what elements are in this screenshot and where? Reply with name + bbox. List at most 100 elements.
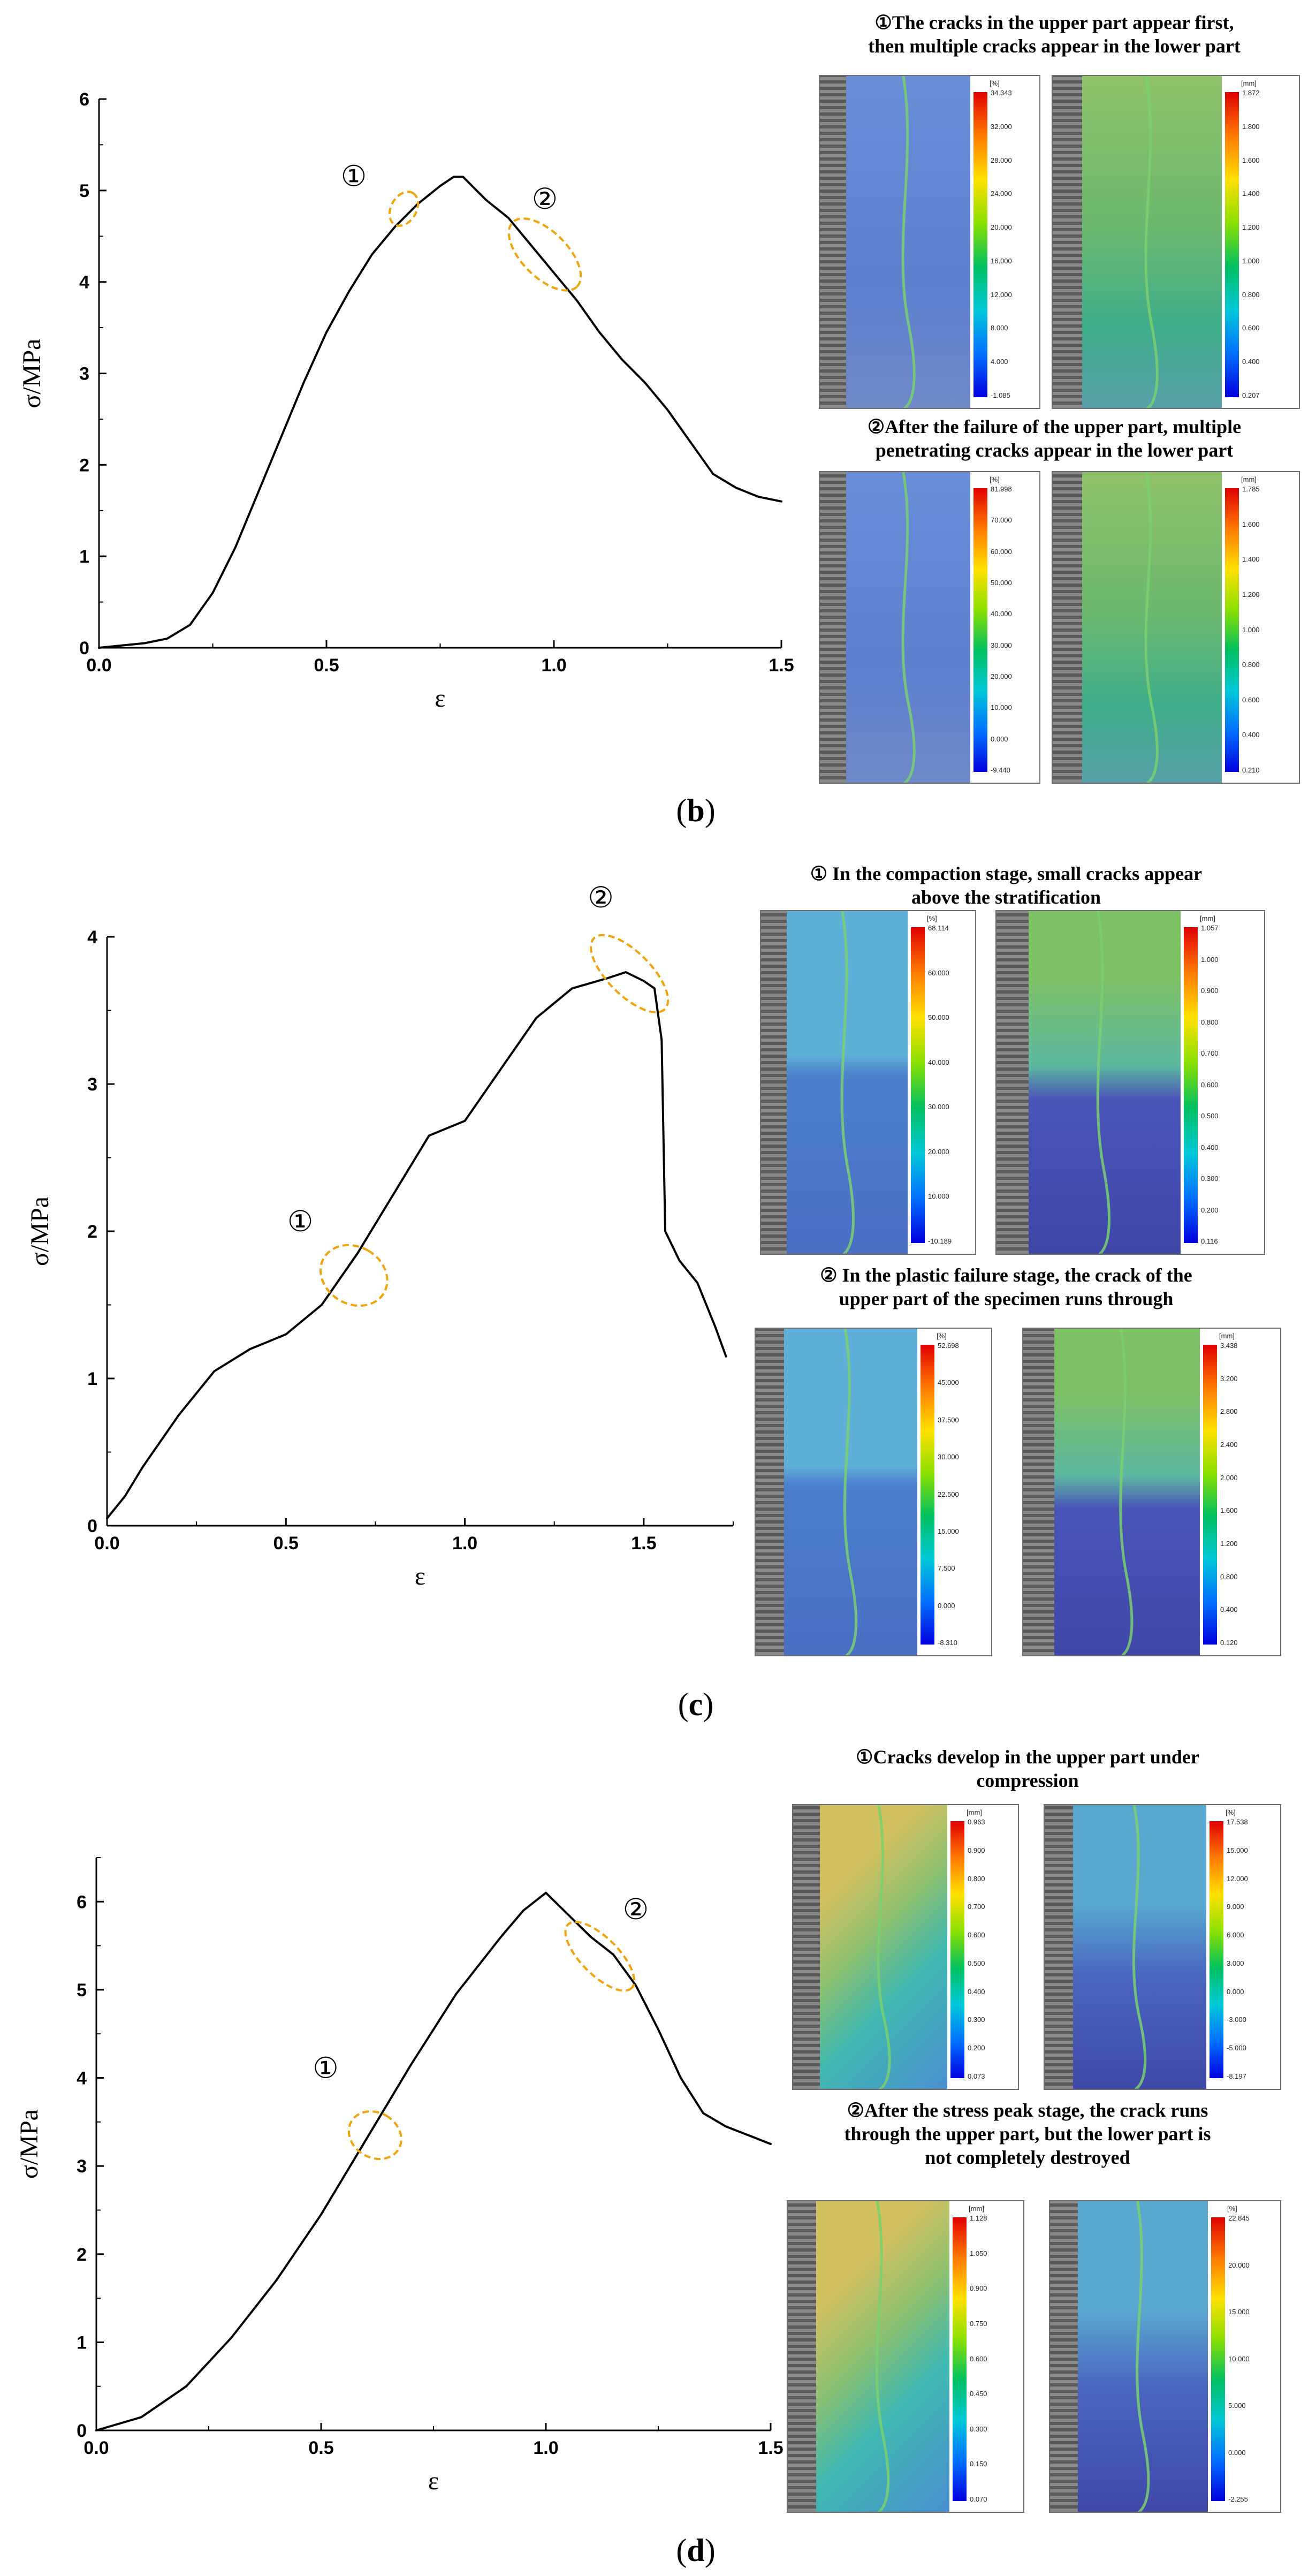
y-axis-label: σ/MPa <box>18 339 46 408</box>
crack-overlay <box>901 76 916 408</box>
colorbar-tick-label: 0.500 <box>968 1959 985 1967</box>
x-axis-label: ε <box>415 1562 425 1590</box>
colorbar-tick-label: 20.000 <box>1228 2261 1250 2269</box>
colorbar-ticks: 1.057 1.000 0.900 0.800 0.700 0.600 0.500 0.400… <box>1201 924 1219 1245</box>
colorbar-ticks: 17.538 15.000 12.000 9.000 6.000 3.000 0.000 -3… <box>1227 1818 1248 2080</box>
y-tick-label: 3 <box>79 364 89 384</box>
crack-line <box>877 1805 891 2089</box>
colorbar-ticks: 0.963 0.900 0.800 0.700 0.600 0.500 0.400 0.300… <box>968 1818 985 2080</box>
caption-line: ②After the failure of the upper part, mu… <box>867 416 1242 437</box>
colorbar-tick-label: 45.000 <box>938 1378 959 1387</box>
crack-line <box>840 911 855 1254</box>
colorbar-tick-label: 0.210 <box>1242 766 1260 774</box>
colorbar-tick-label: 0.070 <box>970 2495 987 2503</box>
y-tick-label: 0 <box>87 1516 97 1536</box>
chart-b: 0.0 0.5 1.0 1.5 0 1 2 3 4 5 6 ε σ/MPa ① ② <box>18 89 794 713</box>
colorbar-tick-label: 0.600 <box>1201 1080 1219 1089</box>
specimen-background <box>756 1329 784 1655</box>
crack-line <box>1144 76 1159 408</box>
caption-b-1: ①The cracks in the upper part appear fir… <box>792 11 1316 58</box>
crack-line <box>843 1329 858 1655</box>
colorbar-tick-label: 20.000 <box>991 223 1012 232</box>
colorbar-unit: [%] <box>937 1332 947 1340</box>
colorbar-unit: [mm] <box>967 1808 982 1816</box>
y-tick-label: 4 <box>77 2069 87 2089</box>
colorbar-tick-label: 2.800 <box>1220 1407 1238 1416</box>
crack-overlay <box>1144 472 1159 783</box>
crack-line <box>901 76 916 408</box>
colorbar-tick-label: -3.000 <box>1227 2016 1246 2024</box>
crack-line <box>875 2201 890 2512</box>
y-tick-label: 0 <box>77 2421 87 2441</box>
panel-label-text: (b) <box>676 793 716 828</box>
specimen-background <box>793 1805 820 2089</box>
x-tick-label: 0.5 <box>273 1533 299 1554</box>
colorbar-tick-label: 1.000 <box>1242 625 1260 634</box>
colorbar-tick-label: 0.600 <box>968 1931 985 1939</box>
colorbar-tick-label: 0.900 <box>970 2284 987 2293</box>
caption-line: compression <box>976 1770 1079 1791</box>
y-tick-label: 3 <box>77 2156 87 2177</box>
x-axis-label: ε <box>428 2467 439 2495</box>
colorbar-tick-label: 6.000 <box>1227 1931 1244 1939</box>
stress-strain-curve <box>106 971 727 1520</box>
y-tick-label: 3 <box>87 1074 97 1095</box>
dic-image-d-3: [mm] 1.128 1.050 0.900 0.750 0.600 0.450 0.300 0… <box>787 2200 1024 2513</box>
colorbar-tick-label: 7.500 <box>938 1564 955 1573</box>
caption-b-2: ②After the failure of the upper part, mu… <box>792 415 1316 462</box>
specimen-field <box>1054 1329 1200 1655</box>
colorbar-tick-label: 3.000 <box>1227 1959 1244 1967</box>
y-tick-label: 6 <box>79 89 89 110</box>
colorbar-tick-label: -8.310 <box>938 1639 957 1647</box>
crack-overlay <box>1144 76 1159 408</box>
annotation-ellipse <box>590 934 670 1013</box>
colorbar-tick-label: 1.050 <box>970 2249 987 2257</box>
colorbar-tick-label: 24.000 <box>991 190 1012 198</box>
colorbar-tick-label: 1.128 <box>970 2214 987 2222</box>
colorbar-tick-label: 50.000 <box>991 578 1012 587</box>
stress-strain-curve <box>95 1891 772 2431</box>
y-tick-label: 4 <box>79 272 89 293</box>
colorbar-tick-label: 0.900 <box>1201 987 1219 995</box>
colorbar-tick-label: 22.845 <box>1228 2214 1250 2222</box>
crack-overlay <box>901 472 916 783</box>
caption-d-2: ②After the stress peak stage, the crack … <box>760 2098 1295 2169</box>
colorbar-tick-label: 1.000 <box>1242 256 1260 265</box>
y-tick-label: 0 <box>79 638 89 658</box>
dic-image-b-3: [%] 81.998 70.000 60.000 50.000 40.000 30.000 2… <box>819 471 1040 784</box>
panel-label-d: (d) <box>642 2532 749 2569</box>
crack-line <box>1119 1329 1134 1655</box>
colorbar-tick-label: 1.200 <box>1242 590 1260 598</box>
dic-image-d-1: [mm] 0.963 0.900 0.800 0.700 0.600 0.500 0.400 0… <box>792 1804 1019 2090</box>
colorbar <box>1203 1345 1217 1645</box>
dic-image-c-1: [%] 68.114 60.000 50.000 40.000 30.000 20.000 1… <box>760 910 976 1255</box>
colorbar-tick-label: 4.000 <box>991 358 1008 366</box>
colorbar-tick-label: 20.000 <box>991 672 1012 680</box>
annotation-ellipse <box>388 191 420 227</box>
x-tick-label: 0.0 <box>83 2438 109 2458</box>
colorbar-tick-label: 1.057 <box>1201 924 1219 932</box>
annotation-marker: ② <box>623 1893 649 1926</box>
dic-image-b-2: [mm] 1.872 1.800 1.600 1.400 1.200 1.000 0.800 0… <box>1052 75 1300 409</box>
colorbar-ticks: 22.845 20.000 15.000 10.000 5.000 0.000 -2.255 <box>1228 2214 1250 2503</box>
colorbar-tick-label: 30.000 <box>938 1453 959 1461</box>
colorbar-tick-label: 0.800 <box>1242 290 1260 299</box>
colorbar-tick-label: 0.400 <box>1220 1605 1238 1614</box>
colorbar-tick-label: 0.400 <box>1242 358 1260 366</box>
colorbar-tick-label: -9.440 <box>991 766 1010 774</box>
x-tick-label: 1.5 <box>631 1533 656 1554</box>
specimen-background <box>1053 472 1083 783</box>
caption-line: ①Cracks develop in the upper part under <box>856 1746 1199 1768</box>
specimen-background <box>1053 76 1083 408</box>
annotation-ellipse <box>319 1244 389 1307</box>
specimen-background <box>1023 1329 1054 1655</box>
x-tick-label: 0.0 <box>94 1533 119 1554</box>
y-tick-label: 2 <box>79 455 89 475</box>
colorbar-tick-label: 0.600 <box>970 2354 987 2363</box>
panel-label-b: (b) <box>642 792 749 829</box>
colorbar-tick-label: 1.600 <box>1242 520 1260 528</box>
colorbar-tick-label: 0.800 <box>1201 1018 1219 1026</box>
colorbar-tick-label: 0.000 <box>938 1601 955 1610</box>
dic-image-d-4: [%] 22.845 20.000 15.000 10.000 5.000 0.000 -2.… <box>1049 2200 1281 2513</box>
specimen-background <box>996 911 1029 1254</box>
